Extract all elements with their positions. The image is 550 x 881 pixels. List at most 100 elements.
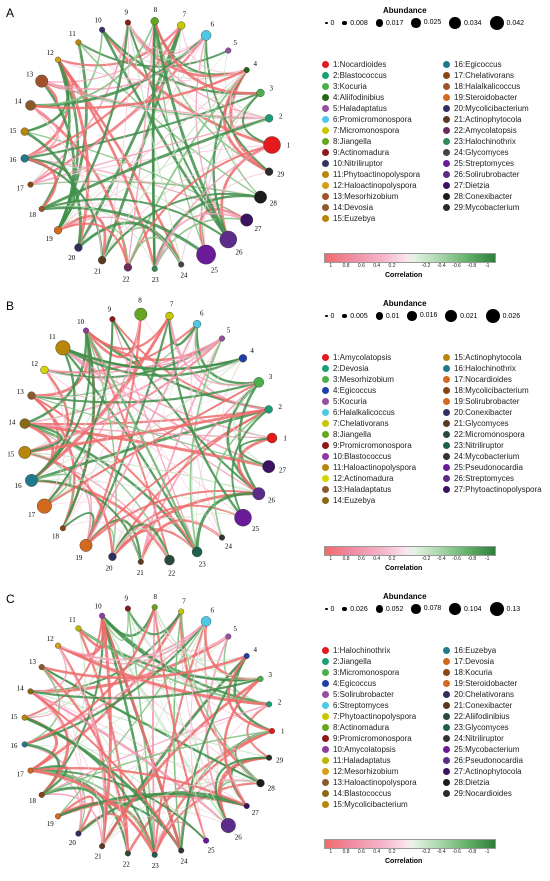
network-node[interactable]: [27, 181, 34, 188]
legend-item: 17:Chelativorans: [443, 70, 529, 81]
network-node[interactable]: [196, 244, 216, 265]
network-node[interactable]: [264, 405, 273, 414]
network-node[interactable]: [38, 791, 45, 798]
legend-swatch: [443, 171, 450, 178]
network-node[interactable]: [25, 100, 36, 111]
network-node[interactable]: [243, 802, 250, 809]
network-node[interactable]: [177, 21, 186, 30]
network-node[interactable]: [151, 265, 158, 272]
abundance-value: 0.026: [502, 312, 521, 320]
network-node[interactable]: [124, 605, 131, 612]
network-node[interactable]: [55, 340, 71, 356]
network-node[interactable]: [243, 652, 250, 659]
network-node[interactable]: [200, 616, 212, 627]
network-node[interactable]: [123, 263, 133, 272]
legend-label: 20:Chelativorans: [454, 690, 515, 699]
network-node[interactable]: [108, 552, 117, 561]
network-node[interactable]: [253, 377, 264, 388]
network-node[interactable]: [55, 813, 62, 820]
network-node[interactable]: [151, 851, 158, 858]
network-node[interactable]: [75, 830, 82, 837]
network-node[interactable]: [36, 498, 52, 514]
network-node[interactable]: [165, 311, 174, 321]
node-label: 15: [9, 127, 17, 135]
network-node[interactable]: [225, 47, 232, 54]
network-node[interactable]: [220, 817, 236, 833]
network-node[interactable]: [74, 243, 83, 252]
network-node[interactable]: [269, 727, 276, 734]
network-node[interactable]: [240, 213, 254, 227]
network-node[interactable]: [38, 664, 45, 671]
network-node[interactable]: [243, 66, 250, 73]
network-node[interactable]: [38, 205, 45, 212]
network-node[interactable]: [266, 701, 273, 708]
network-node[interactable]: [178, 847, 185, 854]
network-node[interactable]: [124, 850, 131, 857]
node-label: 19: [47, 820, 55, 828]
network-node[interactable]: [218, 335, 225, 342]
network-node[interactable]: [21, 714, 28, 721]
network-node[interactable]: [27, 391, 36, 400]
network-node[interactable]: [109, 316, 116, 323]
network-node[interactable]: [55, 56, 62, 63]
network-node[interactable]: [25, 473, 38, 487]
network-node[interactable]: [150, 17, 159, 26]
network-node[interactable]: [219, 230, 238, 249]
network-node[interactable]: [203, 837, 210, 844]
network-node[interactable]: [55, 642, 62, 649]
network-node[interactable]: [35, 74, 49, 88]
network-node[interactable]: [20, 154, 29, 163]
network-node[interactable]: [225, 633, 232, 640]
network-node[interactable]: [262, 460, 276, 474]
correlation-edge: [154, 806, 229, 855]
network-node[interactable]: [137, 558, 144, 565]
network-node[interactable]: [256, 779, 265, 788]
network-node[interactable]: [75, 625, 82, 632]
node-label: 5: [233, 39, 237, 47]
legend-label: 14:Blastococcus: [333, 789, 392, 798]
abundance-dot: [325, 21, 328, 25]
network-node[interactable]: [75, 39, 82, 46]
network-node[interactable]: [234, 508, 252, 527]
network-node[interactable]: [124, 19, 131, 26]
network-node[interactable]: [263, 136, 281, 154]
network-node[interactable]: [218, 534, 225, 541]
network-node[interactable]: [151, 604, 158, 611]
network-node[interactable]: [40, 365, 49, 375]
abundance-scale-item: 0.01: [375, 312, 399, 320]
network-node[interactable]: [193, 320, 202, 329]
network-node[interactable]: [82, 327, 89, 334]
network-node[interactable]: [256, 88, 265, 98]
correlation-edge: [154, 607, 229, 826]
network-node[interactable]: [21, 741, 28, 748]
network-node[interactable]: [178, 261, 185, 268]
network-node[interactable]: [18, 445, 32, 459]
network-node[interactable]: [27, 688, 34, 695]
network-node[interactable]: [134, 307, 148, 321]
network-node[interactable]: [266, 432, 278, 444]
abundance-dot: [342, 606, 348, 612]
network-node[interactable]: [200, 30, 212, 41]
network-node[interactable]: [254, 190, 267, 204]
network-node[interactable]: [99, 612, 106, 619]
network-node[interactable]: [238, 354, 248, 363]
network-node[interactable]: [99, 26, 106, 33]
network-node[interactable]: [265, 114, 274, 123]
network-node[interactable]: [59, 525, 66, 532]
abundance-dot: [375, 312, 383, 320]
network-node[interactable]: [265, 167, 274, 176]
network-node[interactable]: [164, 554, 175, 566]
network-node[interactable]: [27, 767, 34, 774]
network-node[interactable]: [257, 675, 264, 682]
network-node[interactable]: [99, 843, 106, 850]
network-node[interactable]: [79, 538, 93, 552]
network-node[interactable]: [191, 546, 203, 558]
network-node[interactable]: [20, 127, 29, 136]
network-node[interactable]: [97, 256, 107, 265]
network-node[interactable]: [266, 754, 273, 761]
network-node[interactable]: [19, 418, 30, 429]
network-node[interactable]: [252, 487, 266, 501]
network-node[interactable]: [53, 226, 63, 235]
network-node[interactable]: [178, 608, 185, 615]
